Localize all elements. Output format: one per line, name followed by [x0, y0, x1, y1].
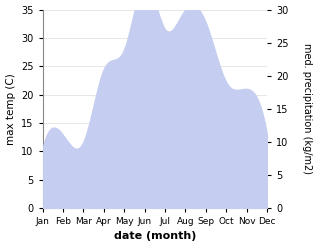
- Y-axis label: max temp (C): max temp (C): [5, 73, 16, 144]
- Y-axis label: med. precipitation (kg/m2): med. precipitation (kg/m2): [302, 43, 313, 174]
- X-axis label: date (month): date (month): [114, 231, 196, 242]
